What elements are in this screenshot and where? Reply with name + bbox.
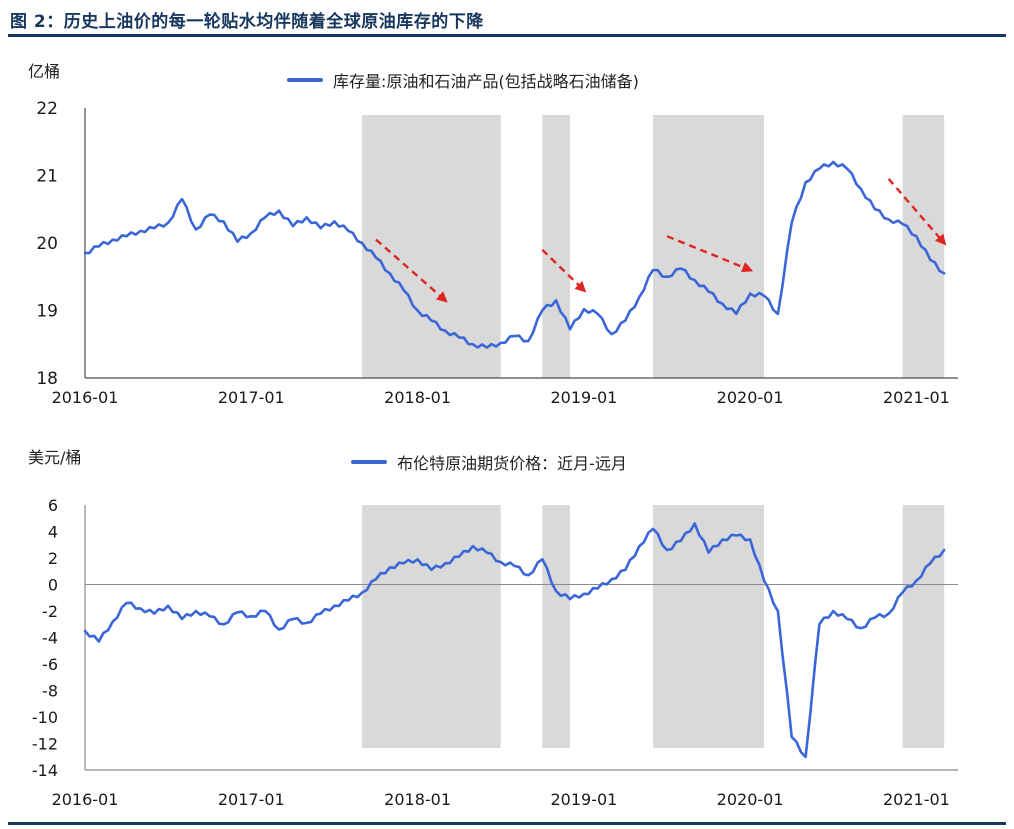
trend-arrow: [887, 178, 947, 246]
svg-text:2019-01: 2019-01: [550, 790, 617, 809]
legend-line-icon: [287, 78, 324, 82]
svg-text:20: 20: [36, 234, 58, 254]
svg-text:2021-01: 2021-01: [883, 790, 950, 809]
svg-text:-4: -4: [42, 629, 58, 648]
svg-text:2020-01: 2020-01: [717, 388, 784, 407]
trend-arrow: [375, 238, 448, 303]
svg-text:2018-01: 2018-01: [384, 790, 451, 809]
svg-text:2017-01: 2017-01: [218, 790, 285, 809]
svg-text:2016-01: 2016-01: [52, 388, 119, 407]
figure-title: 图 2：历史上油价的每一轮贴水均伴随着全球原油库存的下降: [10, 12, 484, 32]
svg-text:22: 22: [36, 99, 58, 119]
y-tick-labels: 18 19 20 21 22: [36, 99, 58, 389]
spread-legend-label: 布伦特原油期货价格：近月-远月: [397, 454, 627, 473]
legend-line-icon: [351, 460, 388, 464]
svg-text:-10: -10: [32, 708, 58, 727]
series-line: [83, 522, 946, 759]
svg-text:19: 19: [36, 302, 58, 322]
spread-legend: 布伦特原油期货价格：近月-远月: [0, 450, 996, 474]
inventory-legend-label: 库存量:原油和石油产品(包括战略石油储备): [333, 72, 639, 91]
y-axis-unit-label-top: 亿桶: [28, 62, 61, 81]
svg-text:-12: -12: [32, 735, 58, 754]
svg-text:2018-01: 2018-01: [384, 388, 451, 407]
bottom-divider: [8, 822, 1006, 825]
svg-text:-8: -8: [42, 682, 58, 701]
inventory-legend: 库存量:原油和石油产品(包括战略石油储备): [0, 68, 970, 92]
y-axis-unit-label-bottom: 美元/桶: [28, 448, 82, 467]
svg-text:2020-01: 2020-01: [717, 790, 784, 809]
trend-arrow: [666, 235, 754, 273]
svg-text:2016-01: 2016-01: [52, 790, 119, 809]
x-tick-labels: 2016-01 2017-01 2018-01 2019-01 2020-01 2021-…: [52, 388, 950, 407]
svg-text:-6: -6: [42, 655, 58, 674]
series-line: [83, 160, 946, 349]
svg-text:18: 18: [36, 369, 58, 389]
svg-text:2021-01: 2021-01: [883, 388, 950, 407]
svg-text:2019-01: 2019-01: [550, 388, 617, 407]
svg-text:4: 4: [48, 523, 58, 542]
svg-text:6: 6: [48, 496, 58, 515]
svg-text:-14: -14: [32, 761, 58, 780]
svg-text:2: 2: [48, 549, 58, 568]
svg-text:2017-01: 2017-01: [218, 388, 285, 407]
svg-text:-2: -2: [42, 602, 58, 621]
y-tick-labels: 6 4 2 0 -2 -4 -6 -8 -10 -12 -14: [32, 496, 58, 780]
title-divider: [8, 34, 1006, 37]
shaded-bands: [362, 115, 945, 378]
x-tick-labels: 2016-01 2017-01 2018-01 2019-01 2020-01 2021-…: [52, 790, 950, 809]
svg-text:0: 0: [48, 576, 58, 595]
svg-text:21: 21: [36, 167, 58, 187]
shaded-bands: [362, 505, 945, 748]
trend-arrow: [541, 248, 587, 293]
